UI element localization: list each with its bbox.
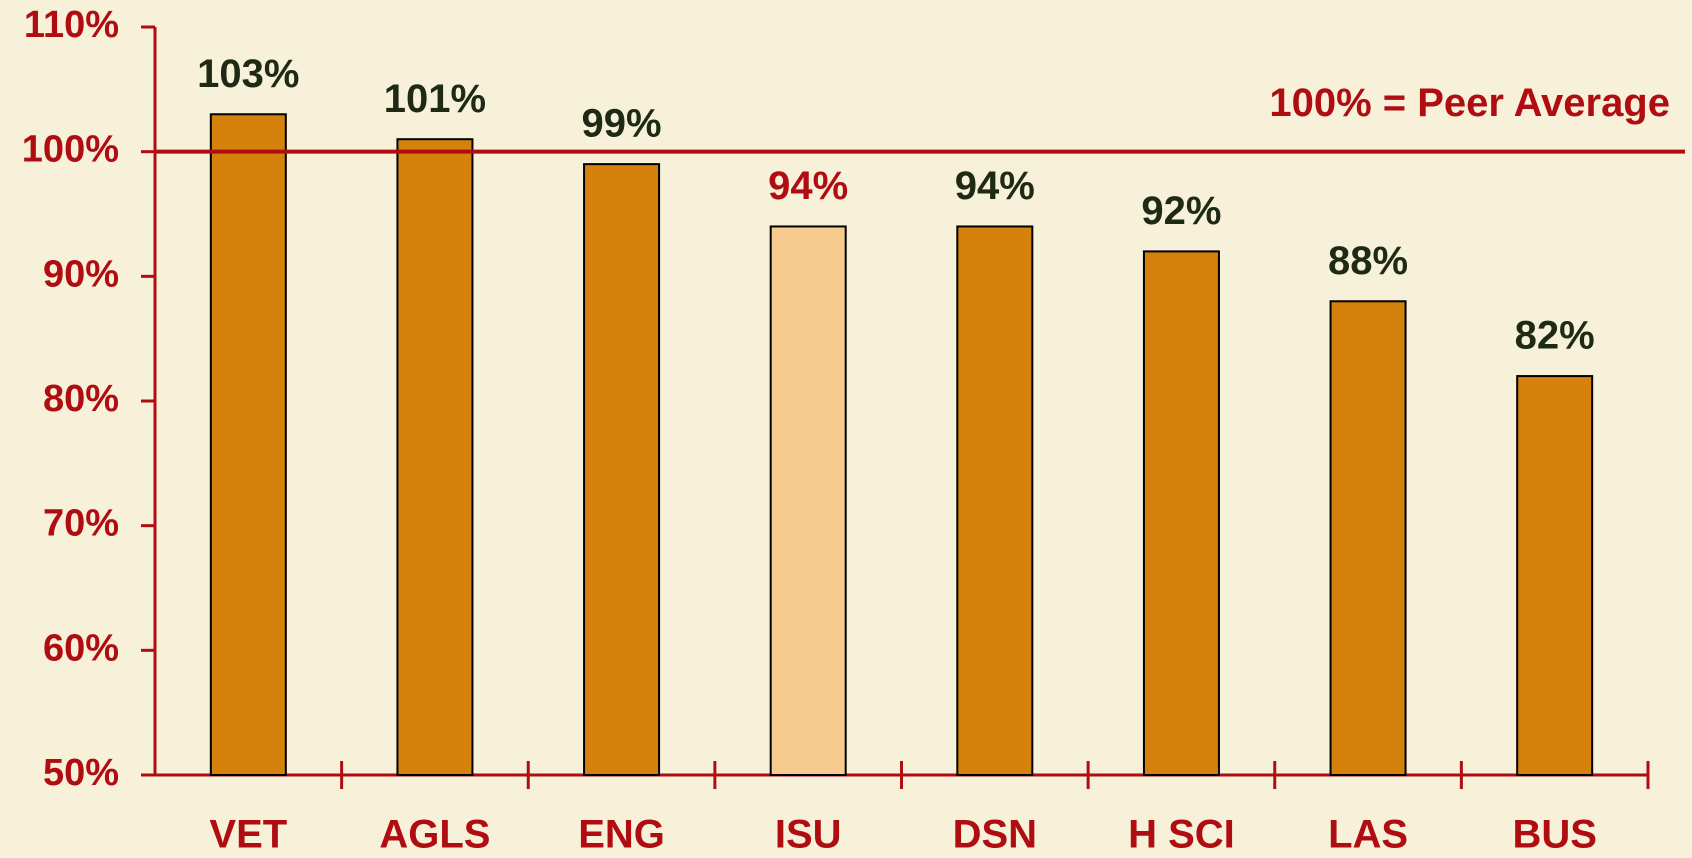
x-tick-label: LAS <box>1328 813 1408 857</box>
value-label: 99% <box>582 102 662 146</box>
y-tick-label: 80% <box>43 378 119 420</box>
value-label: 103% <box>197 52 299 96</box>
x-tick-label: BUS <box>1512 813 1596 857</box>
bar <box>769 225 847 776</box>
y-tick-label: 60% <box>43 627 119 669</box>
value-label: 92% <box>1141 189 1221 233</box>
bar <box>1329 300 1407 776</box>
value-label: 101% <box>384 77 486 121</box>
y-tick-label: 70% <box>43 503 119 545</box>
bar <box>583 163 661 776</box>
x-tick-label: H SCI <box>1128 813 1235 857</box>
x-tick-label: AGLS <box>379 813 490 857</box>
y-tick-label: 50% <box>43 752 119 794</box>
y-tick-label: 100% <box>22 129 119 171</box>
bar <box>1516 375 1594 776</box>
value-label: 94% <box>955 164 1035 208</box>
y-tick-label: 90% <box>43 253 119 295</box>
value-label: 88% <box>1328 239 1408 283</box>
bar <box>956 225 1034 776</box>
x-tick-label: VET <box>209 813 287 857</box>
x-tick-label: ENG <box>578 813 665 857</box>
bar <box>1142 250 1220 776</box>
bar <box>209 113 287 777</box>
value-label: 94% <box>768 164 848 208</box>
y-tick-label: 110% <box>24 4 119 46</box>
x-tick-label: DSN <box>953 813 1037 857</box>
reference-label: 100% = Peer Average <box>1269 81 1670 125</box>
bar <box>396 138 474 776</box>
value-label: 82% <box>1515 314 1595 358</box>
x-tick-label: ISU <box>775 813 842 857</box>
